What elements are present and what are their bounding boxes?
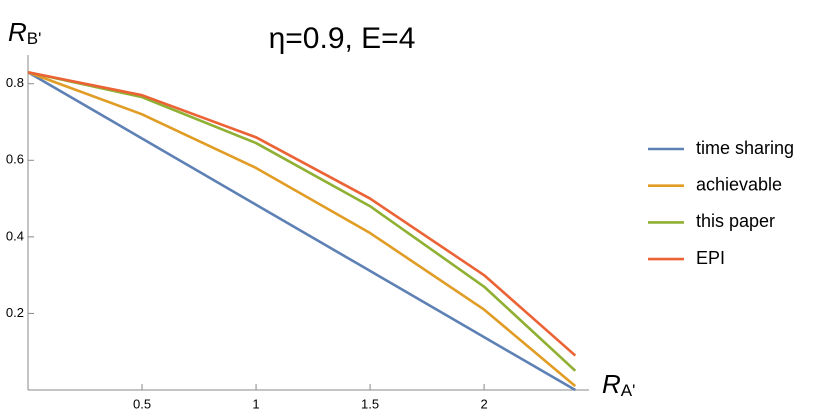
x-label-main: R xyxy=(602,369,621,399)
series-line xyxy=(27,70,577,372)
legend-label: achievable xyxy=(696,174,782,194)
x-tick-label: 2 xyxy=(480,396,487,411)
y-tick-label: 0.6 xyxy=(6,152,24,167)
x-tick-label: 1 xyxy=(252,396,259,411)
legend-label: time sharing xyxy=(696,138,794,158)
y-tick-label: 0.2 xyxy=(6,305,24,320)
x-label-sub: A' xyxy=(621,381,636,400)
series-line xyxy=(27,71,576,392)
y-tick-label: 0.8 xyxy=(6,75,24,90)
x-tick-label: 0.5 xyxy=(133,396,151,411)
legend-label: this paper xyxy=(696,211,775,231)
series-line xyxy=(27,71,577,388)
x-axis-label: RA' xyxy=(602,369,635,401)
y-label-sub: B' xyxy=(27,29,42,48)
y-tick-label: 0.4 xyxy=(6,228,24,243)
legend-label: EPI xyxy=(696,248,725,268)
y-axis-label: RB' xyxy=(8,17,41,49)
chart-title: η=0.9, E=4 xyxy=(269,22,416,55)
x-tick-label: 1.5 xyxy=(361,396,379,411)
y-label-main: R xyxy=(8,17,27,47)
series-line xyxy=(27,70,577,357)
